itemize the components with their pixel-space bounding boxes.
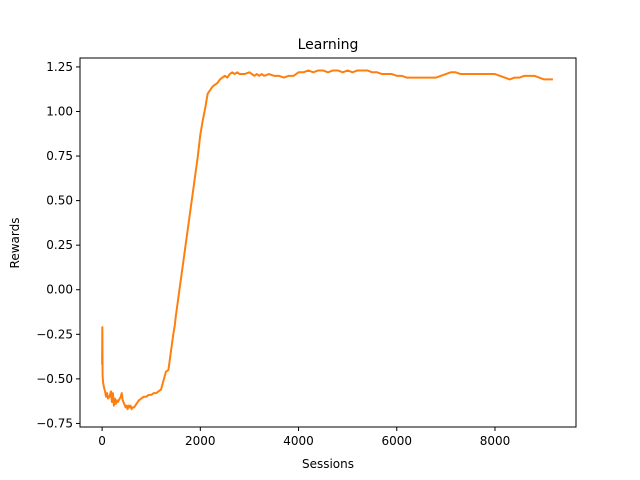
- rewards-series-line: [101, 69, 553, 411]
- y-tick-label: 0.75: [46, 149, 73, 163]
- x-tick-label: 4000: [283, 434, 314, 448]
- x-tick-label: 0: [98, 434, 106, 448]
- y-axis-label: Rewards: [8, 218, 22, 269]
- x-axis-ticks: 0 2000 4000 6000 8000: [98, 427, 510, 448]
- y-tick-label: −0.75: [36, 416, 73, 430]
- y-tick-label: 1.00: [46, 104, 73, 118]
- x-axis-label: Sessions: [302, 457, 354, 471]
- y-tick-label: 0.00: [46, 283, 73, 297]
- x-tick-label: 8000: [480, 434, 511, 448]
- y-axis-ticks: −0.75 −0.50 −0.25 0.00 0.25 0.50 0.75 1.00 1.25: [36, 60, 80, 430]
- y-tick-label: 0.25: [46, 238, 73, 252]
- y-tick-label: 1.25: [46, 60, 73, 74]
- chart-title: Learning: [298, 37, 359, 53]
- y-tick-label: −0.50: [36, 372, 73, 386]
- x-tick-label: 6000: [381, 434, 412, 448]
- x-tick-label: 2000: [185, 434, 216, 448]
- y-tick-label: 0.50: [46, 194, 73, 208]
- plot-area-frame: [79, 57, 577, 428]
- y-tick-label: −0.25: [36, 327, 73, 341]
